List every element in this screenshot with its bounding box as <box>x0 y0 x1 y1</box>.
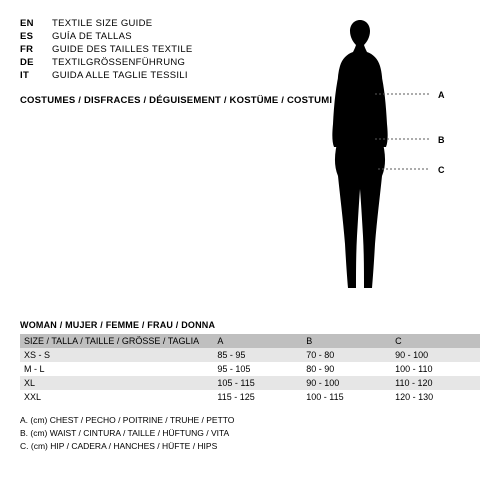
th-b: B <box>302 334 391 348</box>
cell: M - L <box>20 362 213 376</box>
cell: 105 - 115 <box>213 376 302 390</box>
table-header-row: SIZE / TALLA / TAILLE / GRÖSSE / TAGLIA … <box>20 334 480 348</box>
table-row: XXL 115 - 125 100 - 115 120 - 130 <box>20 390 480 404</box>
silhouette-svg: A B C <box>270 14 450 294</box>
marker-label-a: A <box>438 90 445 100</box>
legend-line: A. (cm) CHEST / PECHO / POITRINE / TRUHE… <box>20 414 480 427</box>
cell: 90 - 100 <box>302 376 391 390</box>
cell: 80 - 90 <box>302 362 391 376</box>
cell: 100 - 110 <box>391 362 480 376</box>
lang-code: ES <box>20 31 42 42</box>
cell: 70 - 80 <box>302 348 391 362</box>
body-figure: A B C <box>270 14 450 294</box>
lang-text: TEXTILE SIZE GUIDE <box>52 18 152 29</box>
th-c: C <box>391 334 480 348</box>
cell: 115 - 125 <box>213 390 302 404</box>
legend: A. (cm) CHEST / PECHO / POITRINE / TRUHE… <box>20 414 480 452</box>
size-table: SIZE / TALLA / TAILLE / GRÖSSE / TAGLIA … <box>20 334 480 404</box>
cell: XXL <box>20 390 213 404</box>
lang-text: TEXTILGRÖSSENFÜHRUNG <box>52 57 185 68</box>
table-row: M - L 95 - 105 80 - 90 100 - 110 <box>20 362 480 376</box>
marker-label-b: B <box>438 135 445 145</box>
cell: 90 - 100 <box>391 348 480 362</box>
lang-text: GUÍA DE TALLAS <box>52 31 132 42</box>
lang-code: IT <box>20 70 42 81</box>
lang-text: GUIDA ALLE TAGLIE TESSILI <box>52 70 188 81</box>
lang-code: EN <box>20 18 42 29</box>
cell: 120 - 130 <box>391 390 480 404</box>
silhouette-path <box>332 20 387 288</box>
legend-line: B. (cm) WAIST / CINTURA / TAILLE / HÜFTU… <box>20 427 480 440</box>
th-a: A <box>213 334 302 348</box>
marker-label-c: C <box>438 165 445 175</box>
table-row: XL 105 - 115 90 - 100 110 - 120 <box>20 376 480 390</box>
cell: 85 - 95 <box>213 348 302 362</box>
lang-code: DE <box>20 57 42 68</box>
th-size: SIZE / TALLA / TAILLE / GRÖSSE / TAGLIA <box>20 334 213 348</box>
cell: 95 - 105 <box>213 362 302 376</box>
cell: XS - S <box>20 348 213 362</box>
table-row: XS - S 85 - 95 70 - 80 90 - 100 <box>20 348 480 362</box>
legend-line: C. (cm) HIP / CADERA / HANCHES / HÜFTE /… <box>20 440 480 453</box>
cell: 110 - 120 <box>391 376 480 390</box>
lang-text: GUIDE DES TAILLES TEXTILE <box>52 44 193 55</box>
cell: 100 - 115 <box>302 390 391 404</box>
size-table-area: WOMAN / MUJER / FEMME / FRAU / DONNA SIZ… <box>20 320 480 452</box>
lang-code: FR <box>20 44 42 55</box>
cell: XL <box>20 376 213 390</box>
table-title: WOMAN / MUJER / FEMME / FRAU / DONNA <box>20 320 480 330</box>
